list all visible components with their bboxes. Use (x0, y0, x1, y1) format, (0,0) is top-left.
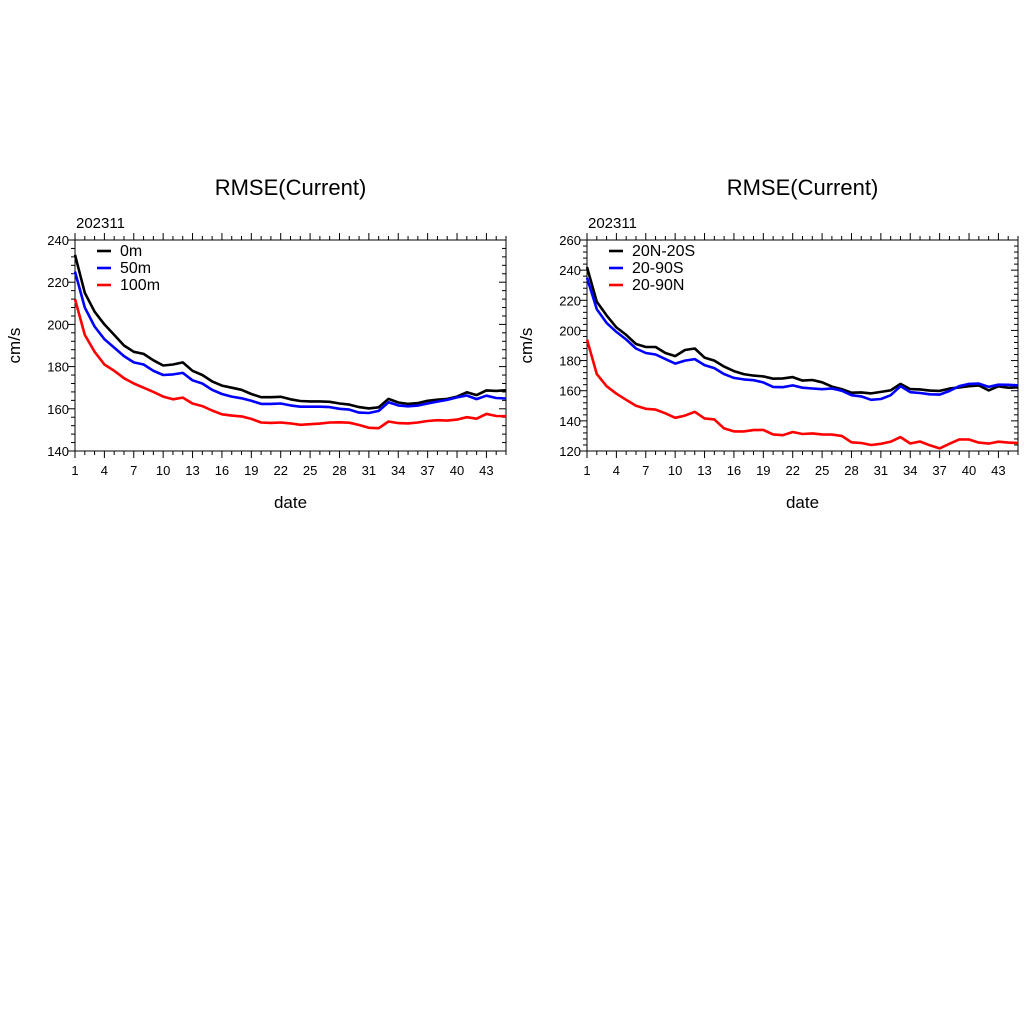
chart-title: RMSE(Current) (727, 175, 879, 200)
x-tick-label: 4 (101, 463, 108, 478)
chart-subtitle: 202311 (588, 215, 637, 232)
x-tick-label: 7 (642, 463, 649, 478)
y-tick-label: 160 (559, 384, 581, 399)
chart-title: RMSE(Current) (215, 175, 367, 200)
x-tick-label: 19 (244, 463, 258, 478)
x-tick-label: 43 (991, 463, 1005, 478)
y-tick-label: 140 (47, 444, 69, 459)
legend-label-20-90n: 20-90N (632, 277, 684, 294)
y-tick-label: 240 (47, 233, 69, 248)
y-tick-label: 120 (559, 444, 581, 459)
x-axis-label: date (274, 493, 307, 512)
series-line-1 (73, 271, 507, 415)
x-tick-label: 31 (874, 463, 888, 478)
chart-subtitle: 202311 (76, 215, 125, 232)
x-tick-label: 25 (303, 463, 317, 478)
right-chart-panel: RMSE(Current) 202311 date cm/s 20N-20S 2… (517, 175, 1019, 512)
y-tick-label: 240 (559, 263, 581, 278)
x-tick-label: 10 (156, 463, 170, 478)
y-tick-label: 180 (559, 354, 581, 369)
x-tick-label: 25 (815, 463, 829, 478)
y-tick-label: 200 (47, 317, 69, 332)
legend-label-100m: 100m (120, 277, 160, 294)
series-line-2 (73, 298, 507, 430)
x-tick-label: 37 (932, 463, 946, 478)
y-axis-label: cm/s (517, 328, 536, 364)
y-tick-label: 160 (47, 402, 69, 417)
x-tick-label: 43 (479, 463, 493, 478)
series-line-2 (585, 339, 1019, 450)
x-tick-label: 22 (785, 463, 799, 478)
y-tick-label: 180 (47, 360, 69, 375)
legend-label-20-90s: 20-90S (632, 260, 684, 277)
y-tick-label: 220 (47, 275, 69, 290)
x-tick-label: 34 (903, 463, 917, 478)
x-tick-label: 28 (844, 463, 858, 478)
x-tick-label: 4 (613, 463, 620, 478)
x-tick-label: 19 (756, 463, 770, 478)
y-tick-label: 220 (559, 293, 581, 308)
x-tick-label: 7 (130, 463, 137, 478)
y-tick-label: 200 (559, 323, 581, 338)
x-tick-label: 13 (185, 463, 199, 478)
x-tick-label: 37 (420, 463, 434, 478)
series-line-0 (585, 266, 1019, 395)
x-tick-label: 22 (273, 463, 287, 478)
series-line-0 (73, 254, 507, 410)
y-tick-label: 260 (559, 233, 581, 248)
legend-label-50m: 50m (120, 260, 151, 277)
x-tick-label: 31 (362, 463, 376, 478)
x-axis-label: date (786, 493, 819, 512)
left-chart-panel: RMSE(Current) 202311 date cm/s 0m 50m 10… (5, 175, 507, 512)
x-tick-label: 16 (215, 463, 229, 478)
x-tick-label: 28 (332, 463, 346, 478)
x-tick-label: 16 (727, 463, 741, 478)
x-tick-label: 1 (71, 463, 78, 478)
x-tick-label: 13 (697, 463, 711, 478)
series-line-1 (585, 277, 1019, 402)
x-tick-label: 10 (668, 463, 682, 478)
x-tick-label: 1 (583, 463, 590, 478)
y-axis-label: cm/s (5, 328, 24, 364)
legend-label-0m: 0m (120, 243, 142, 260)
x-tick-label: 40 (450, 463, 464, 478)
legend-label-20n-20s: 20N-20S (632, 243, 695, 260)
x-tick-label: 40 (962, 463, 976, 478)
y-tick-label: 140 (559, 414, 581, 429)
x-tick-label: 34 (391, 463, 405, 478)
